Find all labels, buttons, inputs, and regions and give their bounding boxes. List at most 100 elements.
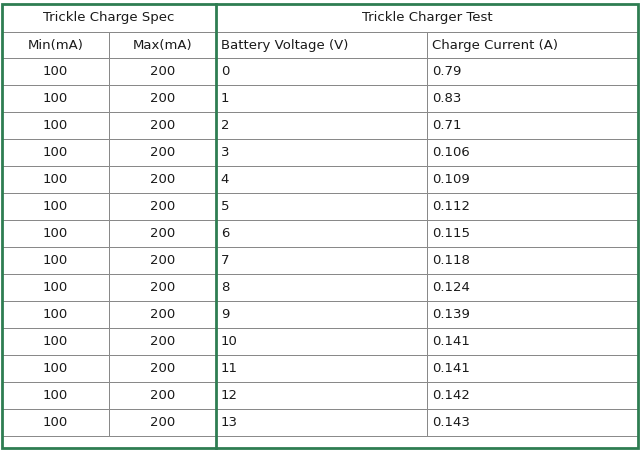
Bar: [427, 32, 638, 58]
Bar: [2, 409, 109, 436]
Bar: [216, 328, 427, 355]
Bar: [216, 32, 427, 58]
Text: 100: 100: [43, 200, 68, 213]
Bar: [109, 355, 216, 382]
Bar: [109, 382, 216, 409]
Text: 200: 200: [150, 281, 175, 294]
Bar: [2, 328, 109, 355]
Text: Charge Current (A): Charge Current (A): [432, 39, 558, 51]
Bar: [427, 274, 638, 301]
Bar: [2, 193, 109, 220]
Bar: [109, 247, 216, 274]
Text: 200: 200: [150, 362, 175, 375]
Text: 0.124: 0.124: [432, 281, 470, 294]
Bar: [2, 85, 109, 112]
Text: Min(mA): Min(mA): [28, 39, 83, 51]
Bar: [109, 301, 216, 328]
Text: 0.118: 0.118: [432, 254, 470, 267]
Text: 0.109: 0.109: [432, 173, 470, 186]
Text: 100: 100: [43, 416, 68, 429]
Bar: [216, 355, 427, 382]
Bar: [109, 58, 216, 85]
Bar: [216, 193, 427, 220]
Text: 200: 200: [150, 173, 175, 186]
Text: 13: 13: [221, 416, 237, 429]
Text: Battery Voltage (V): Battery Voltage (V): [221, 39, 348, 51]
Bar: [427, 58, 638, 85]
Bar: [216, 58, 427, 85]
Text: 100: 100: [43, 335, 68, 348]
Bar: [2, 112, 109, 139]
Bar: [2, 4, 216, 32]
Bar: [427, 409, 638, 436]
Bar: [427, 328, 638, 355]
Text: 6: 6: [221, 227, 229, 240]
Text: 0.143: 0.143: [432, 416, 470, 429]
Text: Trickle Charger Test: Trickle Charger Test: [362, 12, 492, 24]
Text: 0.115: 0.115: [432, 227, 470, 240]
Text: 9: 9: [221, 308, 229, 321]
Text: 0.83: 0.83: [432, 92, 461, 105]
Bar: [109, 112, 216, 139]
Bar: [109, 328, 216, 355]
Text: 100: 100: [43, 308, 68, 321]
Text: 0.141: 0.141: [432, 362, 470, 375]
Text: 0.71: 0.71: [432, 119, 461, 132]
Text: 12: 12: [221, 389, 237, 402]
Text: 100: 100: [43, 119, 68, 132]
Bar: [109, 274, 216, 301]
Bar: [2, 301, 109, 328]
Text: 200: 200: [150, 227, 175, 240]
Bar: [2, 139, 109, 166]
Text: 200: 200: [150, 200, 175, 213]
Bar: [216, 139, 427, 166]
Bar: [2, 274, 109, 301]
Bar: [216, 166, 427, 193]
Text: 3: 3: [221, 146, 229, 159]
Text: 100: 100: [43, 254, 68, 267]
Bar: [427, 301, 638, 328]
Text: 100: 100: [43, 227, 68, 240]
Text: 7: 7: [221, 254, 229, 267]
Text: 0.139: 0.139: [432, 308, 470, 321]
Text: 0.141: 0.141: [432, 335, 470, 348]
Bar: [427, 382, 638, 409]
Bar: [216, 4, 638, 32]
Text: 100: 100: [43, 65, 68, 78]
Bar: [2, 166, 109, 193]
Bar: [216, 220, 427, 247]
Bar: [216, 112, 427, 139]
Text: 8: 8: [221, 281, 229, 294]
Text: 200: 200: [150, 65, 175, 78]
Bar: [2, 220, 109, 247]
Text: 200: 200: [150, 335, 175, 348]
Text: 4: 4: [221, 173, 229, 186]
Text: 0.79: 0.79: [432, 65, 461, 78]
Bar: [216, 247, 427, 274]
Bar: [109, 166, 216, 193]
Text: 100: 100: [43, 173, 68, 186]
Text: 200: 200: [150, 389, 175, 402]
Text: 100: 100: [43, 362, 68, 375]
Text: 200: 200: [150, 308, 175, 321]
Bar: [216, 382, 427, 409]
Bar: [2, 355, 109, 382]
Bar: [109, 193, 216, 220]
Text: 200: 200: [150, 416, 175, 429]
Text: 200: 200: [150, 146, 175, 159]
Text: 11: 11: [221, 362, 237, 375]
Bar: [427, 355, 638, 382]
Text: 100: 100: [43, 146, 68, 159]
Text: Trickle Charge Spec: Trickle Charge Spec: [43, 12, 175, 24]
Text: 5: 5: [221, 200, 229, 213]
Bar: [216, 409, 427, 436]
Bar: [216, 274, 427, 301]
Bar: [109, 409, 216, 436]
Bar: [2, 58, 109, 85]
Text: 200: 200: [150, 119, 175, 132]
Bar: [216, 301, 427, 328]
Bar: [109, 32, 216, 58]
Bar: [109, 220, 216, 247]
Text: 1: 1: [221, 92, 229, 105]
Text: Max(mA): Max(mA): [132, 39, 192, 51]
